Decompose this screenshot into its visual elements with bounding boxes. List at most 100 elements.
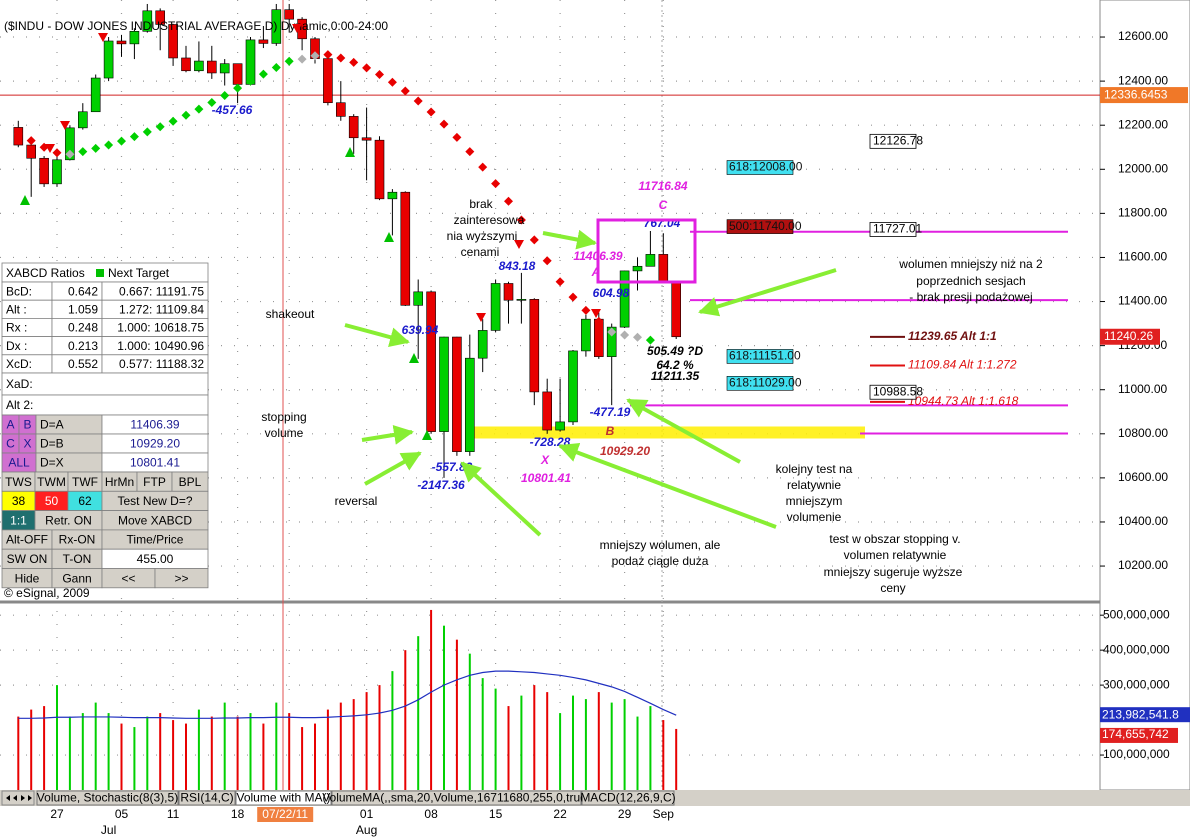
x-tick-label: 07/22/11: [262, 807, 308, 821]
volume-bar: [301, 727, 304, 790]
annotation: 505.49 ?D: [647, 344, 703, 358]
cell-text: 1.272: 11109.84: [119, 302, 204, 316]
sar-dot: [465, 147, 475, 157]
candle-body: [78, 111, 88, 129]
sar-dot: [194, 104, 204, 114]
panel-button[interactable]: [154, 568, 209, 589]
pattern-name: C: [659, 198, 668, 212]
button-label: C: [6, 437, 15, 451]
sar-dot: [168, 116, 178, 126]
x-tick-label: 18: [231, 807, 245, 821]
button-label: BPL: [179, 475, 202, 489]
volume-ma-line: [18, 670, 677, 719]
annotation: podaż ciągle duża: [612, 554, 709, 568]
annotation: 64.2 %: [656, 358, 694, 372]
scroll-arrows[interactable]: [1, 790, 35, 806]
annotation: -477.19: [590, 405, 631, 419]
sar-dot: [516, 215, 526, 225]
tab[interactable]: [178, 790, 236, 806]
candle-body: [52, 159, 62, 185]
annotation: cenami: [461, 245, 500, 259]
volume-bar: [339, 702, 342, 790]
sar-dot: [13, 129, 23, 139]
y-tick-label: 11400.00: [1118, 294, 1167, 308]
cell-text: 0.577: 11188.32: [119, 357, 204, 371]
cell-text: Rx :: [6, 321, 27, 335]
volume-bar: [391, 671, 394, 790]
level-marker: [1100, 87, 1188, 104]
price-box: [869, 133, 917, 149]
tab-label: VolumeMA(,,sma,20,Volume,16711680,255,0,…: [322, 791, 591, 805]
cell-text: 10801.41: [130, 456, 180, 470]
tab[interactable]: [581, 790, 675, 806]
sar-dot: [220, 90, 230, 100]
volume-bar: [94, 702, 97, 790]
button-label: Hide: [15, 571, 40, 585]
down-marker: [45, 144, 55, 153]
button-label: TWF: [72, 475, 98, 489]
annotation: brak: [469, 197, 493, 211]
up-marker: [422, 430, 432, 440]
last-price-label: 11240.26: [1104, 329, 1153, 343]
annotation: -2147.36: [417, 478, 465, 492]
volume-bar: [662, 720, 665, 790]
sar-dot: [439, 119, 449, 129]
sar-dot: [607, 327, 617, 337]
target-box-label: 500:11740.00: [729, 219, 802, 233]
tab[interactable]: [36, 790, 179, 806]
tab[interactable]: [331, 790, 582, 806]
candle-body: [555, 421, 565, 431]
cell-text: 0.552: [68, 357, 98, 371]
y-tick-label: 11600.00: [1118, 250, 1167, 264]
chart-title: ($INDU - DOW JONES INDUSTRIAL AVERAGE D)…: [4, 19, 388, 33]
candle-body: [271, 9, 282, 44]
annotation: relatywnie: [787, 478, 841, 492]
button-label: ALL: [8, 456, 30, 470]
volume-bar: [314, 723, 316, 790]
volume-bar: [636, 716, 639, 790]
cell-text: 1.000: 10618.75: [117, 321, 204, 335]
volume-bar: [494, 688, 497, 790]
volume-marker-label: 174,655,742: [1102, 727, 1169, 741]
candle-body: [323, 58, 333, 104]
candle-body: [65, 127, 75, 161]
highlight-box: [596, 218, 697, 284]
cell-text: BcD:: [6, 284, 32, 298]
y-tick-label: 10600.00: [1118, 470, 1168, 484]
volume-bar: [430, 609, 433, 790]
candle-body: [103, 40, 114, 79]
tab[interactable]: [235, 790, 332, 806]
annotation: volumen relatywnie: [844, 548, 947, 562]
annotation: 639.94: [402, 323, 439, 337]
volume-bar: [455, 639, 458, 790]
panel-header: XABCD Ratios: [6, 266, 85, 280]
y-tick-label: 10800.00: [1118, 426, 1168, 440]
candle-body: [619, 270, 630, 328]
y-tick-label: 12000.00: [1118, 161, 1168, 175]
x-tick-label: 08: [424, 807, 438, 821]
candle-body: [658, 254, 669, 282]
volume-bar: [172, 720, 175, 790]
sar-dot: [362, 63, 372, 73]
candle-body: [400, 191, 411, 306]
arrow: [558, 442, 777, 529]
y-tick-label: 11000.00: [1118, 382, 1167, 396]
annotation: 11211.35: [651, 369, 700, 383]
volume-bar: [288, 713, 291, 790]
sar-dot: [207, 97, 217, 107]
volume-bar: [468, 653, 471, 790]
sar-dot: [65, 149, 75, 159]
button-label: B: [23, 418, 31, 432]
candle-body: [116, 40, 127, 45]
button-label: HrMn: [105, 475, 134, 489]
down-marker: [292, 24, 302, 33]
cell-text: Alt 2:: [6, 398, 33, 412]
volume-bar: [675, 728, 678, 790]
candle-body: [606, 326, 617, 357]
candle-body: [452, 336, 462, 452]
cell-text: 10929.20: [130, 437, 180, 451]
candle-body: [348, 116, 359, 139]
volume-bar: [649, 706, 652, 790]
cell-text: 0.248: [68, 321, 98, 335]
